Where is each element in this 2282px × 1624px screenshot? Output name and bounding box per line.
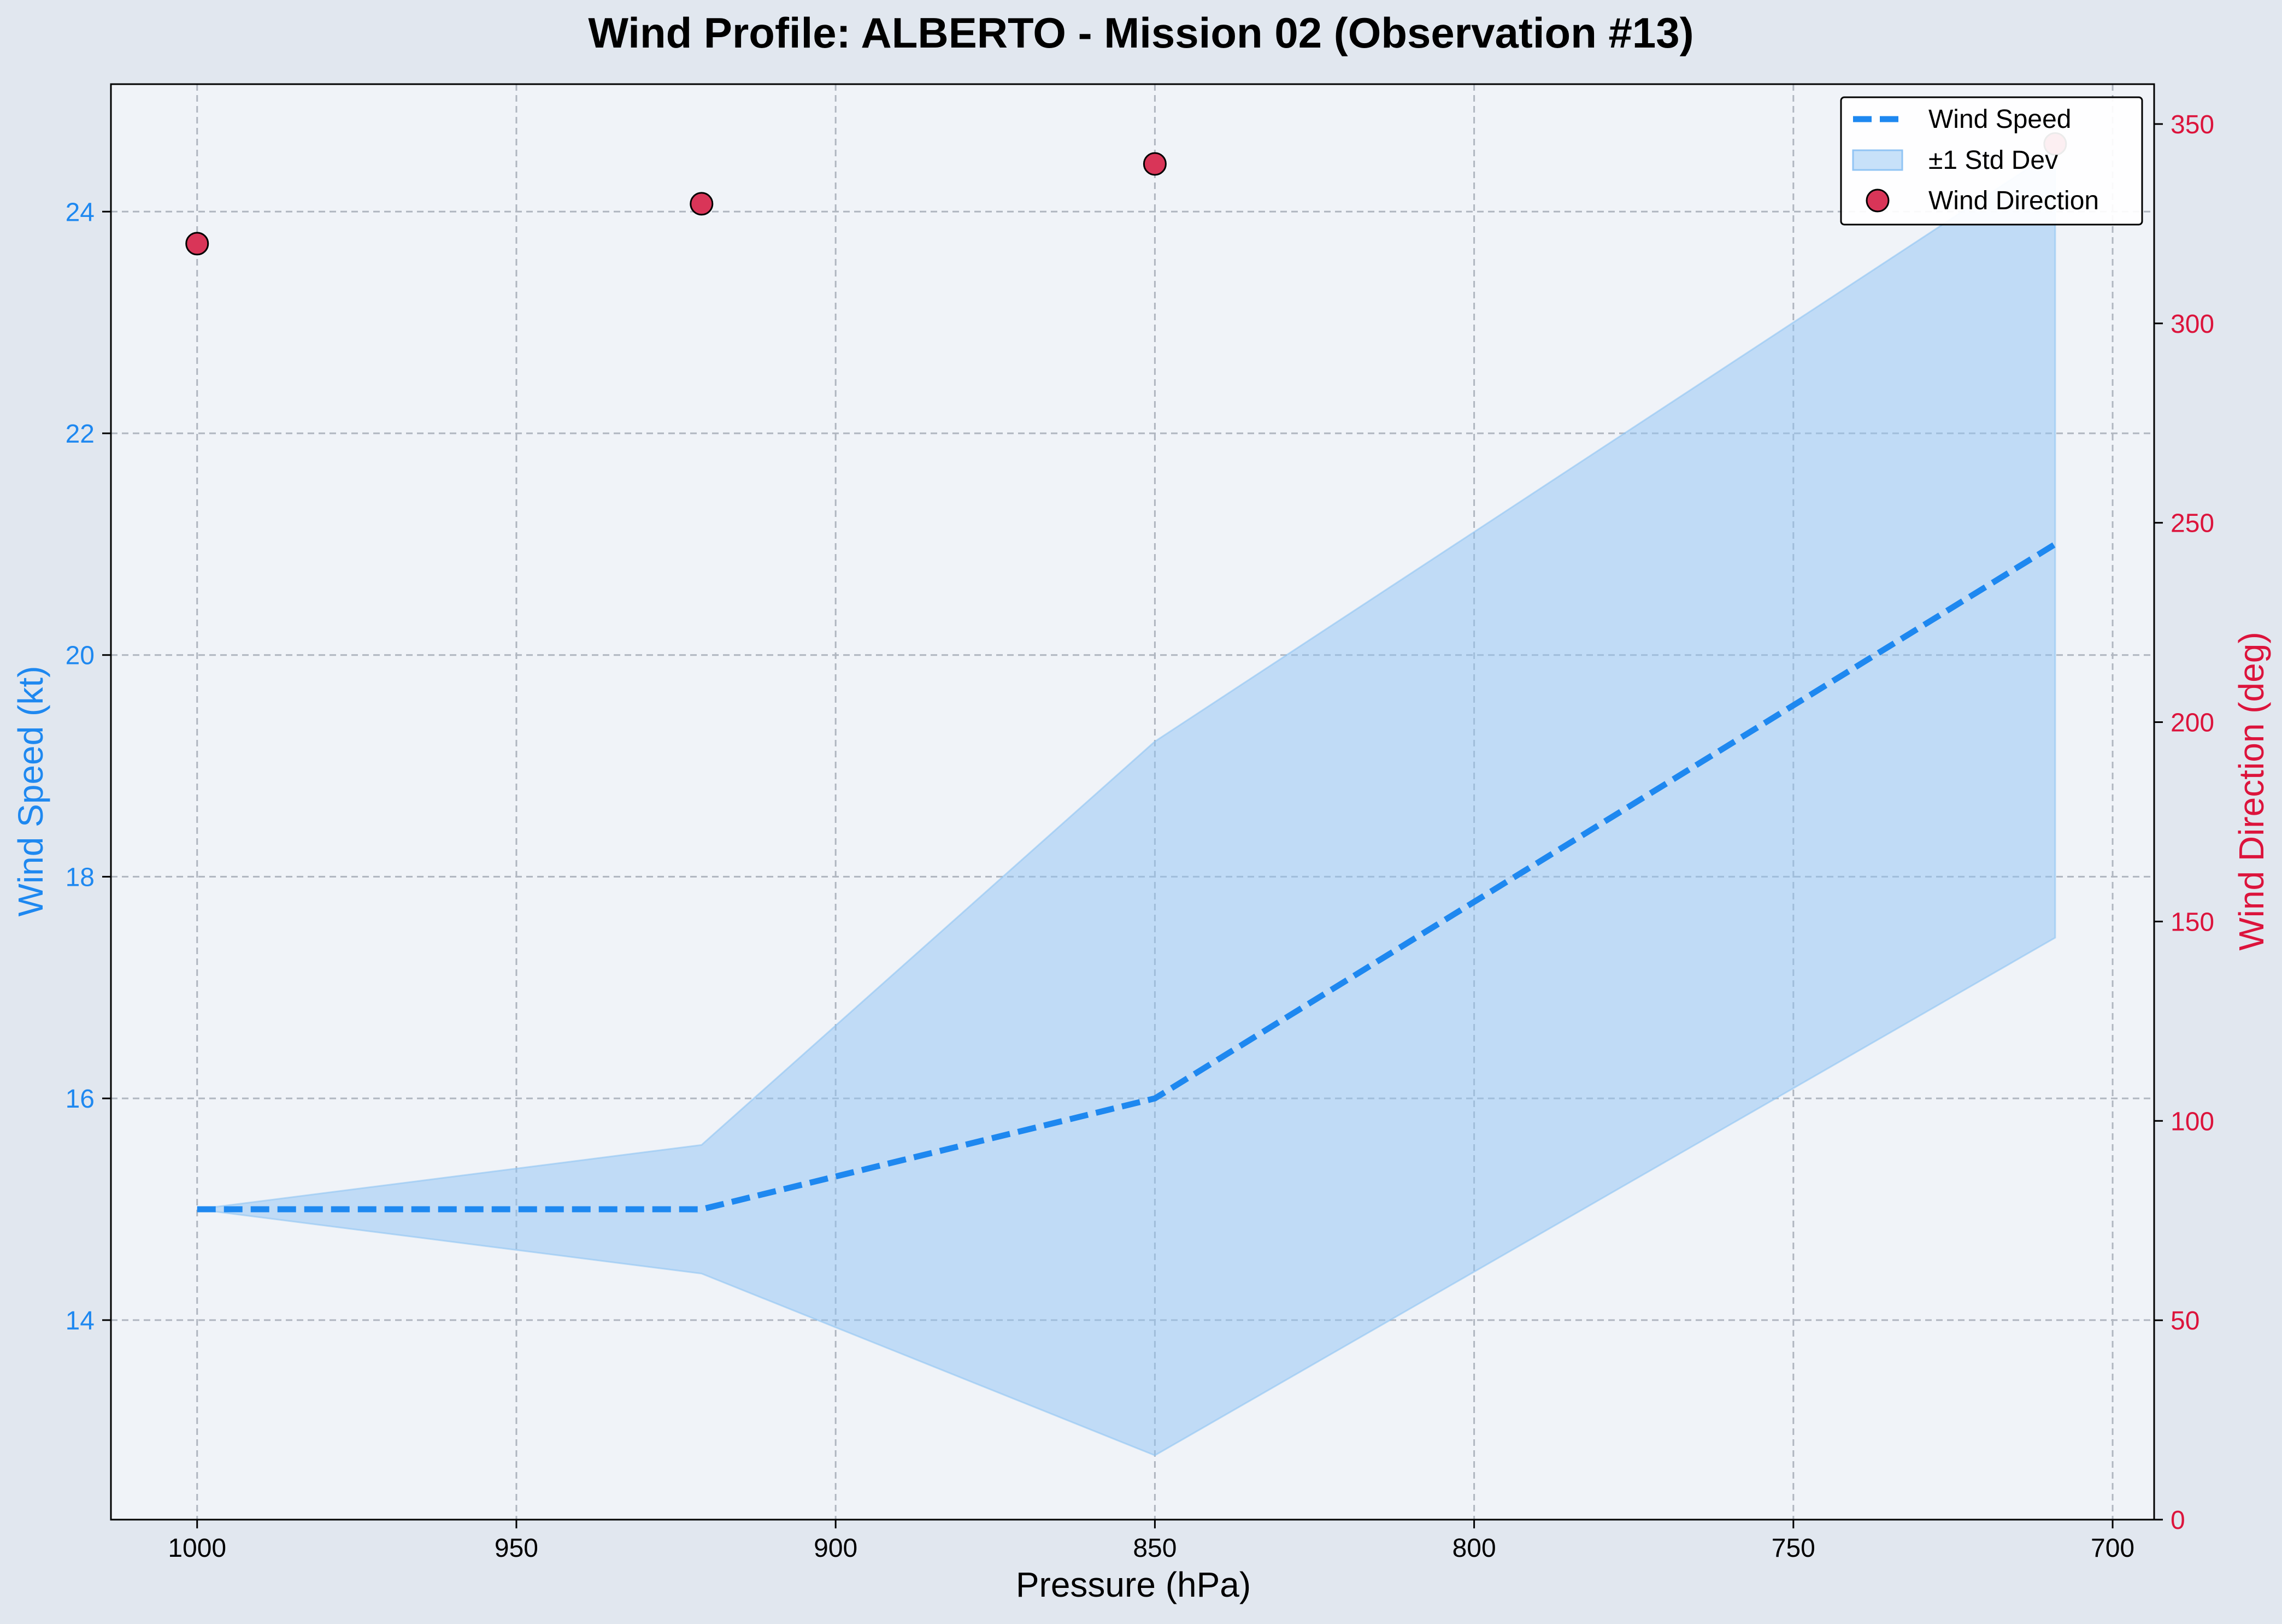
legend-label-wind-speed: Wind Speed xyxy=(1928,105,2072,134)
y2-tick-label: 100 xyxy=(2171,1107,2214,1136)
y-tick-label: 20 xyxy=(66,642,95,670)
legend-swatch-wind-direction xyxy=(1866,189,1890,213)
y-axis-label: Wind Speed (kt) xyxy=(11,666,50,917)
y2-tick-label: 200 xyxy=(2171,709,2214,738)
y-tick-label: 24 xyxy=(66,198,95,227)
std-dev-band-layer xyxy=(197,149,2056,1457)
x-tick-label: 750 xyxy=(1772,1534,1815,1563)
y-tick-label: 22 xyxy=(66,420,95,449)
wind-speed-line-layer xyxy=(197,542,2057,1213)
y-tick-label: 18 xyxy=(66,863,95,892)
legend-label-wind-direction: Wind Direction xyxy=(1928,186,2099,215)
x-tick-label: 800 xyxy=(1452,1534,1496,1563)
y2-axis-label: Wind Direction (deg) xyxy=(2232,632,2271,950)
wind-direction-point xyxy=(185,232,209,256)
x-tick-label: 950 xyxy=(495,1534,538,1563)
x-axis-label: Pressure (hPa) xyxy=(1016,1565,1251,1604)
legend-box xyxy=(1840,96,2143,226)
std-dev-band xyxy=(197,149,2056,1457)
y-tick-label: 16 xyxy=(66,1085,95,1114)
x-tick-label: 850 xyxy=(1133,1534,1177,1563)
y2-tick-label: 300 xyxy=(2171,310,2214,339)
y2-tick-label: 350 xyxy=(2171,110,2214,139)
y2-tick-label: 250 xyxy=(2171,509,2214,538)
wind-direction-point xyxy=(690,192,714,216)
axes-layer: 1000 950 900 850 800 750 700 14 16 18 20 22 24 0 50 100… xyxy=(66,110,2214,1563)
y2-tick-label: 50 xyxy=(2171,1307,2199,1335)
x-tick-label: 900 xyxy=(814,1534,857,1563)
wind-speed-line xyxy=(197,542,2057,1213)
x-tick-label: 1000 xyxy=(168,1534,226,1563)
legend-label-std-dev: ±1 Std Dev xyxy=(1928,146,2058,175)
legend-swatch-std-dev xyxy=(1852,149,1903,171)
x-tick-label: 700 xyxy=(2091,1534,2134,1563)
y2-tick-label: 0 xyxy=(2171,1506,2185,1535)
y-tick-label: 14 xyxy=(66,1307,95,1335)
legend: Wind Speed ±1 Std Dev Wind Direction xyxy=(1840,96,2143,226)
y2-tick-label: 150 xyxy=(2171,908,2214,937)
chart-title: Wind Profile: ALBERTO - Mission 02 (Obse… xyxy=(588,9,1693,57)
wind-direction-point xyxy=(1143,152,1167,176)
plot-frame xyxy=(110,83,2155,1521)
